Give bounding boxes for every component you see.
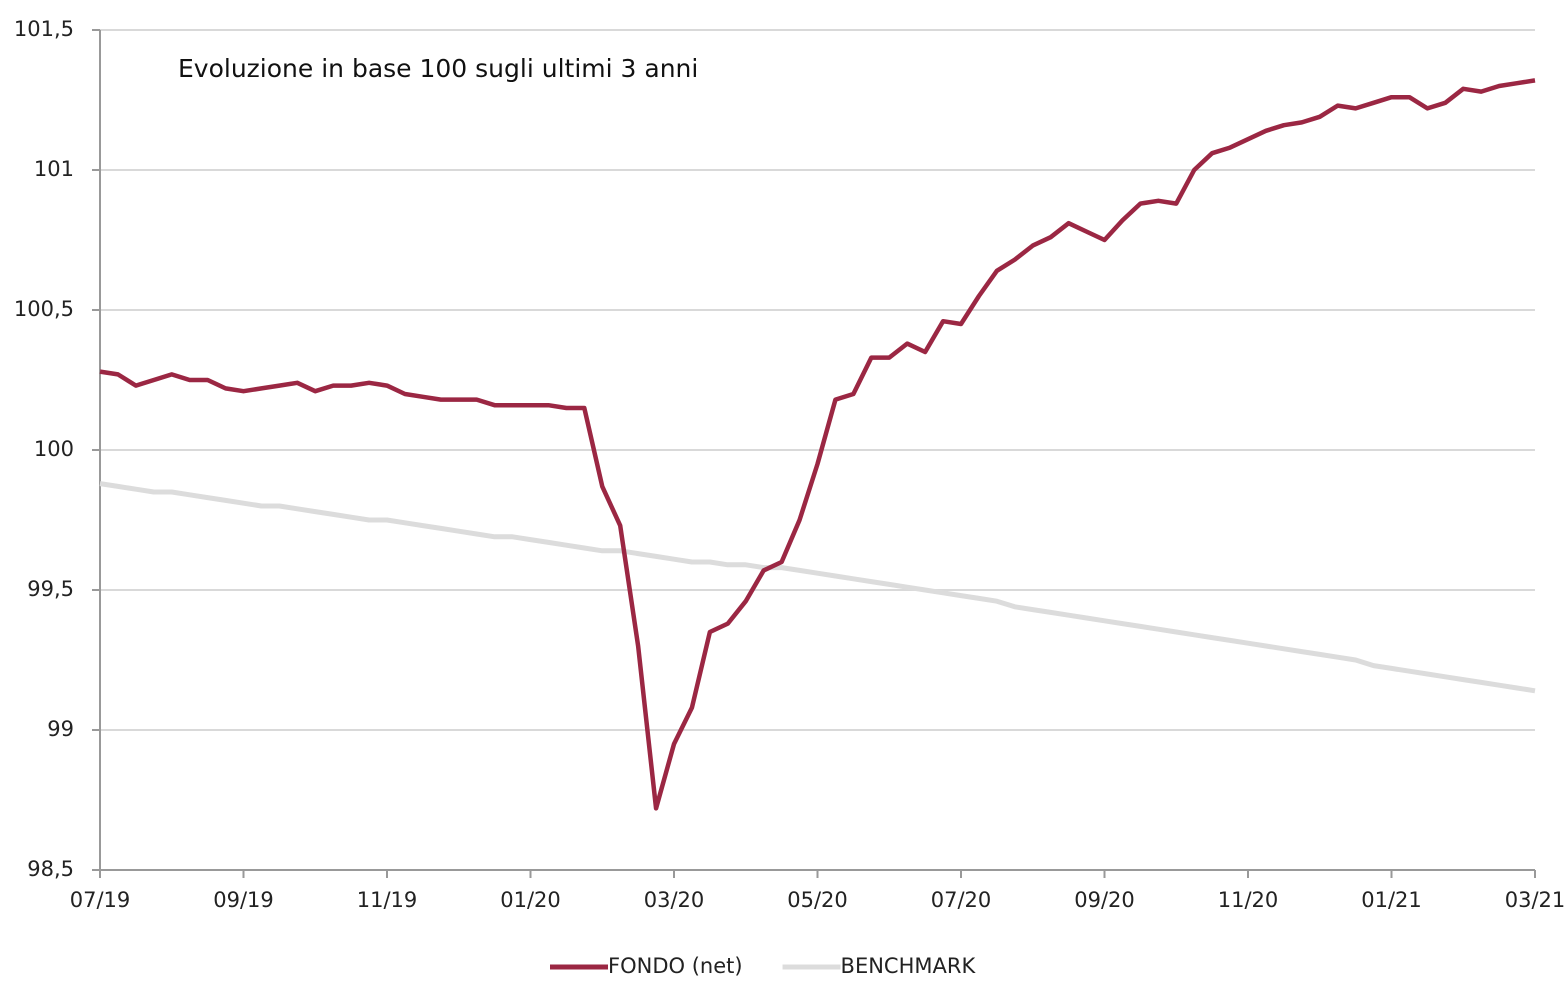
y-tick-label: 100 [34,437,74,461]
x-tick-label: 05/20 [787,888,848,912]
y-tick-label: 101,5 [14,17,74,41]
chart-title: Evoluzione in base 100 sugli ultimi 3 an… [178,54,698,83]
data-line [99,481,1536,694]
legend-label: FONDO (net) [608,954,743,978]
x-tick-label: 11/19 [357,888,418,912]
x-tick-label: 03/21 [1505,888,1566,912]
x-tick-label: 07/20 [931,888,992,912]
y-tick-label: 100,5 [14,297,74,321]
x-tick-label: 07/19 [70,888,131,912]
x-tick-label: 01/21 [1361,888,1422,912]
y-tick-label: 101 [34,157,74,181]
y-tick-label: 99 [47,717,74,741]
x-tick-label: 11/20 [1218,888,1279,912]
x-tick-label: 03/20 [644,888,705,912]
x-tick-label: 01/20 [500,888,561,912]
x-tick-label: 09/20 [1074,888,1135,912]
data-line [99,78,1536,811]
legend-label: BENCHMARK [841,954,977,978]
y-tick-label: 99,5 [27,577,74,601]
x-tick-label: 09/19 [213,888,274,912]
y-tick-label: 98,5 [27,857,74,881]
